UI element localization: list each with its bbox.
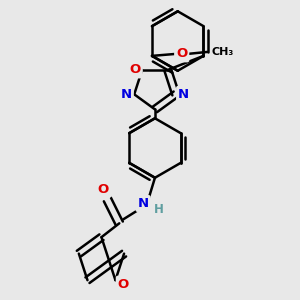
Text: N: N (137, 197, 148, 210)
Text: N: N (178, 88, 189, 101)
Text: N: N (121, 88, 132, 101)
Text: CH₃: CH₃ (212, 47, 234, 57)
Text: O: O (118, 278, 129, 291)
Text: O: O (130, 63, 141, 76)
Text: O: O (98, 183, 109, 196)
Text: O: O (176, 47, 187, 60)
Text: H: H (154, 203, 164, 216)
